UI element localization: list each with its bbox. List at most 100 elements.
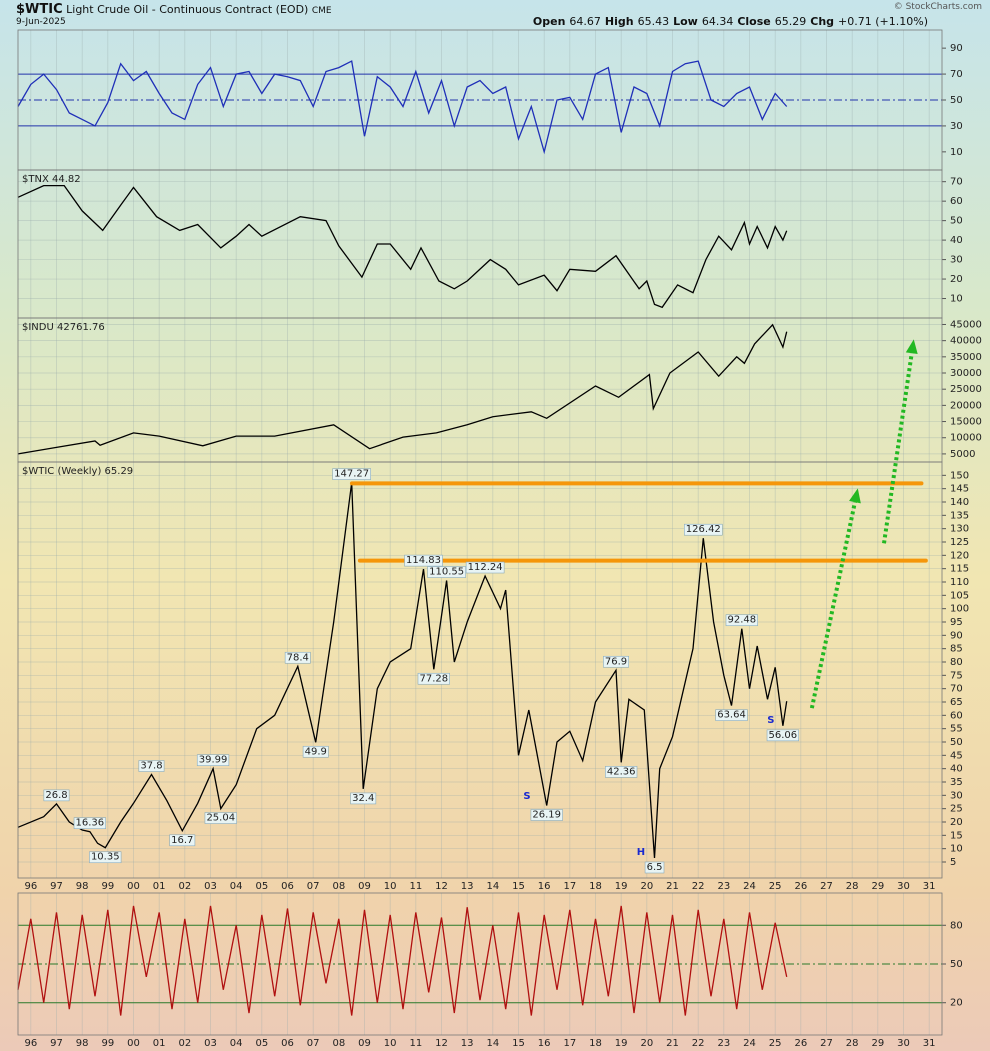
annotation-label: 110.55 [429, 567, 464, 578]
pattern-label: S [767, 715, 774, 726]
annotation-label: 6.5 [647, 862, 663, 873]
y-tick-label: 25000 [950, 384, 982, 395]
annotation-label: 26.8 [45, 790, 67, 801]
x-tick-label: 07 [307, 881, 320, 892]
price-annotation: 26.19 [530, 809, 563, 821]
annotation-box [725, 614, 758, 627]
price-annotation: 6.5 [644, 861, 665, 874]
x-tick-label: 16 [538, 881, 551, 892]
symbol: $WTIC [16, 2, 63, 17]
y-tick-label: 65 [950, 697, 963, 708]
y-tick-label: 120 [950, 550, 969, 561]
annotation-box [530, 809, 563, 821]
y-tick-label: 15000 [950, 417, 982, 428]
x-tick-label: 06 [281, 881, 294, 892]
y-tick-label: 75 [950, 670, 963, 681]
series-line [17, 905, 788, 1016]
y-tick-label: 25 [950, 804, 963, 815]
y-tick-label: 40 [950, 235, 963, 246]
x-tick-label: 02 [178, 1038, 191, 1049]
series-line [17, 482, 788, 859]
y-tick-label: 105 [950, 590, 969, 601]
panel-label: $INDU 42761.76 [22, 322, 105, 333]
y-tick-label: 30 [950, 121, 963, 132]
x-tick-label: 98 [76, 881, 89, 892]
annotation-box [204, 812, 237, 824]
x-tick-label: 19 [615, 1038, 628, 1049]
x-tick-label: 13 [461, 1038, 474, 1049]
y-tick-label: 130 [950, 524, 969, 535]
x-tick-label: 11 [409, 1038, 422, 1049]
panel-label: $TNX 44.82 [22, 174, 81, 185]
y-tick-label: 70 [950, 69, 963, 80]
annotation-label: 16.7 [171, 835, 193, 846]
x-tick-label: 00 [127, 1038, 140, 1049]
x-tick-label: 31 [923, 1038, 936, 1049]
annotation-box [332, 468, 371, 480]
x-tick-label: 24 [743, 1038, 756, 1049]
x-tick-label: 23 [717, 1038, 730, 1049]
x-tick-label: 99 [101, 1038, 114, 1049]
x-tick-label: 29 [871, 881, 884, 892]
y-tick-label: 45 [950, 750, 963, 761]
x-tick-label: 99 [101, 881, 114, 892]
y-tick-label: 20 [950, 817, 963, 828]
x-tick-label: 12 [435, 1038, 448, 1049]
price-annotation: 114.83 [404, 554, 443, 567]
y-tick-label: 20 [950, 998, 963, 1009]
series-line [17, 323, 788, 455]
y-tick-label: 5000 [950, 449, 975, 460]
series-line [17, 184, 788, 309]
x-tick-label: 11 [409, 881, 422, 892]
y-tick-label: 90 [950, 630, 963, 641]
price-annotation: 10.35 [89, 851, 122, 864]
price-annotation: 92.48 [725, 614, 758, 627]
price-annotation: 32.4 [350, 792, 377, 805]
credit: © StockCharts.com [893, 2, 982, 12]
x-tick-label: 25 [769, 881, 782, 892]
y-tick-label: 35000 [950, 352, 982, 363]
annotation-box [196, 754, 230, 766]
x-tick-label: 21 [666, 1038, 679, 1049]
annotation-box [43, 789, 70, 802]
y-tick-label: 80 [950, 920, 963, 931]
annotation-label: 25.04 [206, 813, 235, 824]
price-annotation: 56.06 [766, 729, 799, 742]
annotation-label: 16.36 [76, 818, 105, 829]
x-tick-label: 97 [50, 1038, 63, 1049]
quote-label: Chg [810, 15, 835, 28]
y-tick-label: 10 [950, 844, 963, 855]
x-tick-label: 08 [332, 1038, 345, 1049]
x-tick-label: 21 [666, 881, 679, 892]
annotation-box [715, 709, 748, 721]
price-annotation: 147.27 [332, 468, 371, 480]
y-tick-label: 40 [950, 764, 963, 775]
annotation-box [138, 760, 165, 772]
x-tick-label: 17 [563, 1038, 576, 1049]
arrow-shaft [882, 352, 914, 544]
quote-label: Low [673, 15, 698, 28]
quote-value: 64.67 [569, 15, 601, 28]
x-tick-label: 18 [589, 1038, 602, 1049]
quote-label: Open [532, 15, 566, 28]
x-tick-label: 18 [589, 881, 602, 892]
x-tick-label: 09 [358, 881, 371, 892]
annotation-label: 26.19 [532, 809, 561, 820]
annotation-box [605, 766, 638, 778]
annotation-box [302, 745, 329, 758]
y-tick-label: 45000 [950, 319, 982, 330]
x-tick-label: 02 [178, 881, 191, 892]
quote-value: 65.29 [774, 15, 807, 28]
quote-value: 64.34 [701, 15, 734, 28]
name: Light Crude Oil - Continuous Contract (E… [66, 3, 309, 16]
quote-label: Close [737, 15, 771, 28]
x-tick-label: 20 [640, 881, 653, 892]
quote-value: 65.43 [637, 15, 670, 28]
x-tick-label: 00 [127, 881, 140, 892]
annotation-box [465, 561, 505, 574]
annotation-box [766, 729, 799, 742]
annotation-label: 56.06 [769, 730, 798, 741]
panel-label: $WTIC (Weekly) 65.29 [22, 466, 133, 477]
